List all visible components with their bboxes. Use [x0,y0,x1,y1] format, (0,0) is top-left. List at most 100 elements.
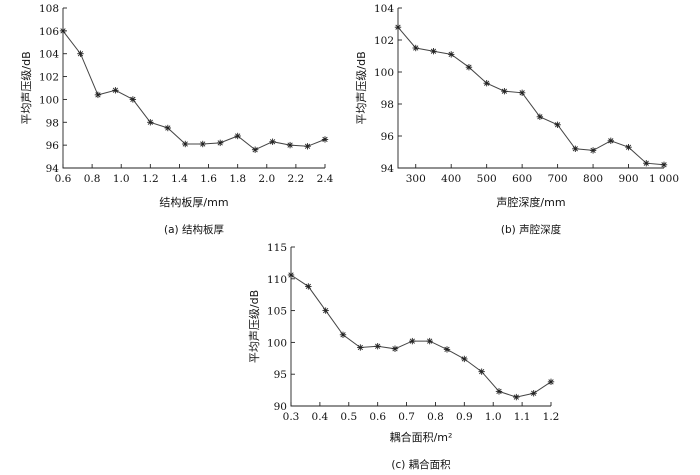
x-tick-label: 0.8 [84,173,101,185]
data-point [391,345,399,352]
y-tick-label: 104 [374,3,394,15]
data-point [164,124,171,132]
y-tick-label: 100 [39,94,59,106]
data-point [607,137,614,144]
y-tick-label: 98 [46,117,59,129]
data-point [430,48,437,55]
data-point [554,121,561,128]
x-tick-label: 0.4 [312,411,329,423]
axis-frame [290,247,551,407]
data-point [251,146,259,153]
data-point [483,80,490,87]
data-point [269,138,276,145]
data-point [217,139,224,147]
data-point [572,145,579,152]
data-point [589,147,597,154]
x-tick-label: 1.1 [514,411,531,423]
data-point [547,378,555,386]
y-tick-label: 102 [374,35,394,47]
y-tick-label: 105 [267,306,287,318]
x-tick-label: 1.2 [142,173,159,185]
data-point [304,143,311,150]
data-point [357,344,364,351]
y-tick-label: 115 [267,242,287,254]
x-tick-label: 500 [477,173,497,185]
x-tick-label: 1.0 [485,411,502,423]
y-axis-label: 平均声压级/dB [247,290,261,363]
data-point [643,160,650,167]
y-tick-label: 108 [39,3,59,15]
x-tick-label: 2.2 [288,173,305,185]
data-point [495,388,503,395]
data-point [112,87,119,94]
y-tick-label: 98 [381,99,394,111]
x-tick-label: 300 [406,173,426,185]
x-tick-label: 1.8 [229,173,246,185]
y-tick-label: 96 [381,131,395,143]
series-line [397,26,665,166]
y-axis-label: 平均声压级/dB [354,51,368,124]
x-tick-label: 0.3 [283,411,300,423]
x-tick-label: 0.6 [55,173,72,185]
x-axis-label: 结构板厚/mm [159,195,228,209]
data-point [305,283,312,290]
data-point [465,64,473,71]
chart-panel-c: 90 95 100 105 110 115 0.3 0.4 0.5 0.6 0.7 0.8 0.9 1.0… [247,242,559,471]
data-point [321,136,329,143]
y-tick-label: 110 [267,274,287,286]
x-tick-label: 0.7 [398,411,415,423]
y-axis-label: 平均声压级/dB [19,51,33,124]
data-point [234,132,241,140]
x-axis-label: 耦合面积/m² [390,430,453,444]
data-point [513,393,520,401]
series-line [290,274,552,398]
data-point [412,44,419,52]
y-tick-label: 102 [39,72,59,84]
x-tick-label: 1 000 [649,173,679,185]
data-point [147,119,154,126]
x-tick-label: 400 [441,173,461,185]
x-tick-label: 700 [548,173,568,185]
data-point [394,24,402,31]
data-point [448,51,455,58]
x-tick-label: 800 [583,173,603,185]
y-tick-label: 94 [381,163,395,175]
y-tick-label: 100 [374,67,394,79]
panel-caption: (c) 耦合面积 [391,458,451,471]
x-tick-label: 1.6 [200,173,217,185]
data-point [518,89,526,96]
data-point [287,271,295,279]
data-point [199,140,206,148]
data-point [443,346,451,353]
data-point [77,50,84,57]
data-point [182,140,189,148]
x-axis-label: 声腔深度/mm [496,195,565,209]
data-point [501,88,508,95]
x-tick-label: 0.6 [369,411,386,423]
data-point [426,337,433,345]
y-tick-label: 96 [46,140,60,152]
axis-frame [397,8,664,169]
x-tick-label: 2.0 [258,173,275,185]
panel-caption: (a) 结构板厚 [164,223,224,236]
data-point [129,96,137,103]
data-point [625,144,632,151]
x-tick-label: 600 [512,173,532,185]
data-point [660,161,668,168]
x-tick-label: 900 [619,173,639,185]
x-tick-label: 0.5 [340,411,357,423]
x-tick-label: 1.4 [171,173,188,185]
data-point [322,307,329,314]
x-tick-label: 0.8 [427,411,444,423]
data-point [461,355,468,363]
chart-panel-b: 94 96 98 100 102 104 300 400 500 600 700 800 900 1 00… [354,3,679,236]
data-point [530,390,537,397]
x-tick-label: 2.4 [317,173,334,185]
y-tick-label: 106 [39,26,59,38]
y-tick-label: 104 [39,49,59,61]
panel-caption: (b) 声腔深度 [501,223,562,236]
data-point [374,343,381,350]
y-tick-label: 90 [274,401,287,413]
y-tick-label: 94 [46,163,60,175]
